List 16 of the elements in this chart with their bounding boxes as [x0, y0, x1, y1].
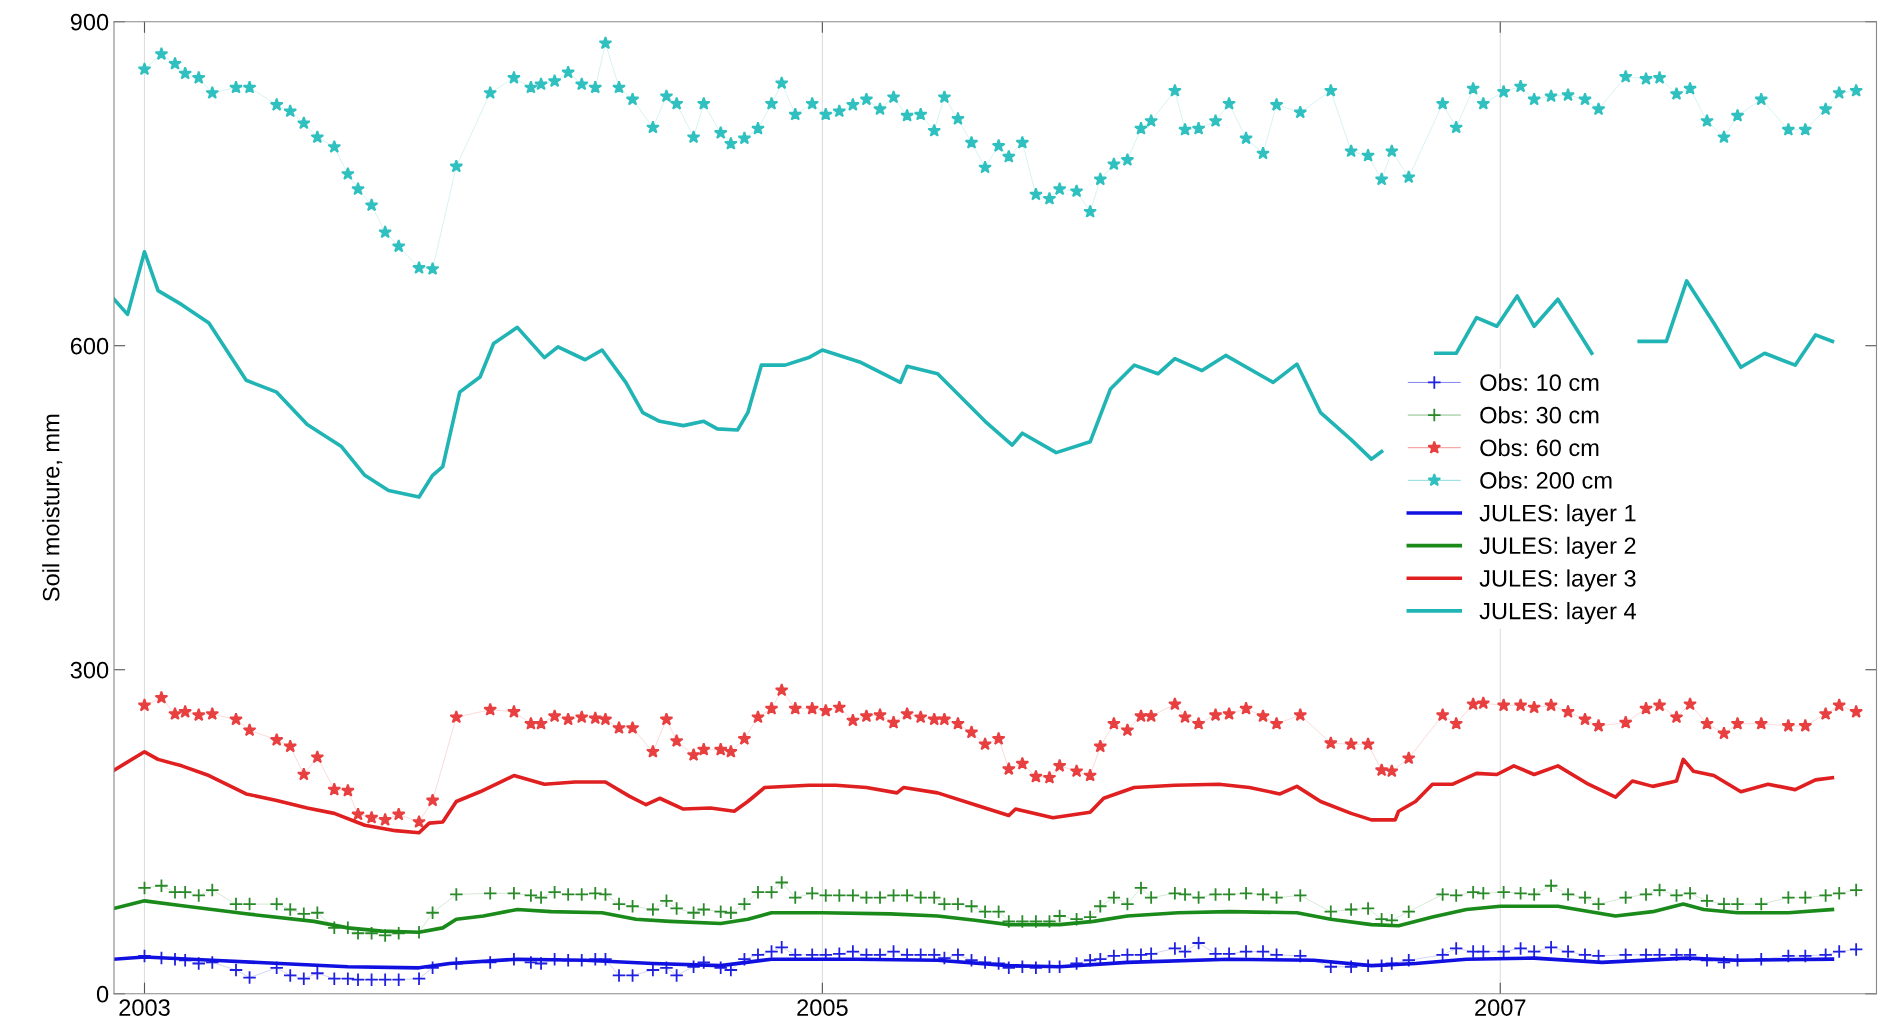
y-tick-label: 300	[70, 661, 109, 679]
y-axis-title: Soil moisture, mm	[42, 414, 63, 602]
legend-label: JULES: layer 2	[1479, 536, 1636, 559]
legend-label: Obs: 60 cm	[1480, 438, 1599, 457]
legend-label: Obs: 10 cm	[1480, 373, 1599, 391]
legend-label: JULES: layer 3	[1479, 569, 1636, 592]
legend-label: JULES: layer 4	[1479, 602, 1636, 625]
legend-label: Obs: 200 cm	[1480, 471, 1612, 489]
x-tick-label: 2003	[119, 999, 170, 1016]
legend-label: Obs: 30 cm	[1480, 406, 1599, 424]
y-tick-label: 900	[70, 13, 109, 31]
legend-label: JULES: layer 1	[1479, 504, 1636, 527]
x-tick-label: 2007	[1475, 999, 1526, 1016]
y-tick-label: 600	[70, 337, 109, 355]
y-tick-label: 0	[96, 985, 109, 1003]
x-tick-label: 2005	[797, 999, 848, 1016]
